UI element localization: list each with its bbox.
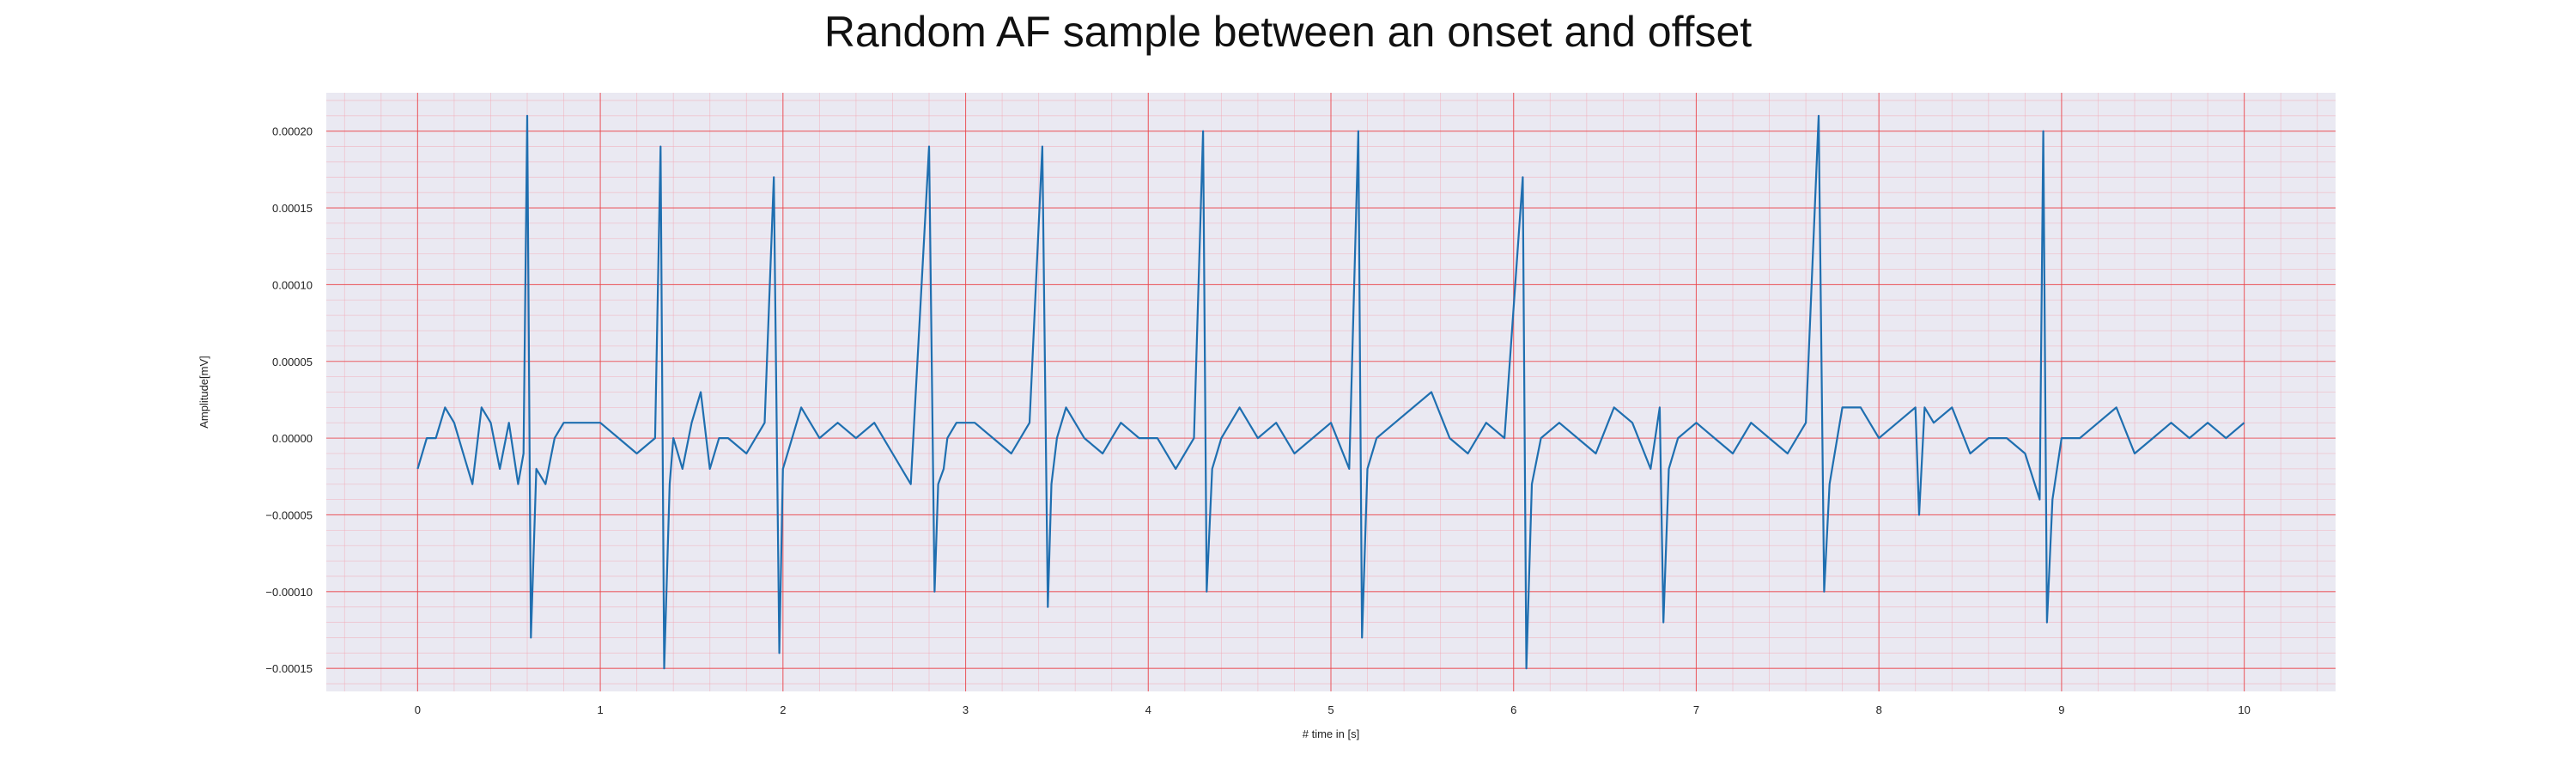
x-tick-label: 6 xyxy=(1510,703,1516,716)
x-tick-label: 8 xyxy=(1876,703,1882,716)
x-tick-label: 9 xyxy=(2058,703,2064,716)
y-tick-label: −0.00015 xyxy=(265,662,313,675)
y-tick-label: 0.00010 xyxy=(272,278,313,291)
series-layer xyxy=(416,114,2245,670)
x-tick-label: 4 xyxy=(1145,703,1151,716)
y-tick-label: 0.00005 xyxy=(272,356,313,368)
y-tick-label: 0.00000 xyxy=(272,432,313,445)
y-tick-label: 0.00015 xyxy=(272,202,313,215)
x-tick-label: 2 xyxy=(780,703,786,716)
x-tick-labels: 0 1 2 3 4 5 6 7 8 9 10 xyxy=(415,703,2251,716)
y-tick-label: −0.00005 xyxy=(265,508,313,521)
y-axis-label: Amplitude[mV] xyxy=(197,356,210,429)
series-line xyxy=(416,114,2245,670)
x-tick-label: 3 xyxy=(963,703,969,716)
x-tick-label: 7 xyxy=(1693,703,1699,716)
y-tick-label: −0.00010 xyxy=(265,586,313,599)
chart-title: Random AF sample between an onset and of… xyxy=(823,8,1753,56)
x-tick-label: 1 xyxy=(597,703,603,716)
x-axis-label: # time in [s] xyxy=(1303,727,1359,740)
y-tick-labels: −0.00015 −0.00010 −0.00005 0.00000 0.00005 0.… xyxy=(265,125,313,676)
x-tick-label: 5 xyxy=(1327,703,1334,716)
x-tick-label: 0 xyxy=(415,703,421,716)
y-tick-label: 0.00020 xyxy=(272,125,313,138)
x-tick-label: 10 xyxy=(2238,703,2250,716)
